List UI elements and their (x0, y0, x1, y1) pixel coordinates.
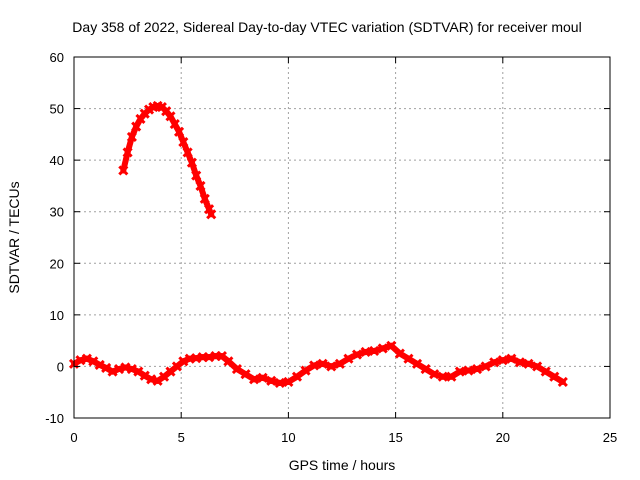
x-tick-label: 25 (603, 430, 617, 445)
y-tick-label: 60 (50, 50, 64, 65)
x-tick-label: 20 (496, 430, 510, 445)
y-tick-label: 0 (57, 359, 64, 374)
x-axis-label: GPS time / hours (289, 457, 396, 473)
y-tick-label: 30 (50, 205, 64, 220)
series-arc-high (118, 100, 217, 220)
data-point (557, 376, 568, 387)
data-points (68, 100, 568, 388)
y-tick-label: -10 (45, 411, 64, 426)
x-tick-label: 5 (178, 430, 185, 445)
x-tick-label: 0 (70, 430, 77, 445)
x-tick-label: 15 (388, 430, 402, 445)
x-tick-label: 10 (281, 430, 295, 445)
y-tick-label: 10 (50, 308, 64, 323)
series-arcs-low (68, 340, 568, 388)
y-tick-label: 40 (50, 153, 64, 168)
y-tick-label: 50 (50, 102, 64, 117)
axis-ticks: 0 5 10 15 20 25 -10 0 10 20 30 40 50 60 (45, 50, 617, 445)
y-tick-label: 20 (50, 256, 64, 271)
data-point (206, 209, 217, 220)
data-segment (120, 149, 131, 174)
plot-frame (73, 56, 611, 419)
y-axis-label: SDTVAR / TECUs (6, 181, 22, 293)
chart-title: Day 358 of 2022, Sidereal Day-to-day VTE… (72, 19, 582, 35)
